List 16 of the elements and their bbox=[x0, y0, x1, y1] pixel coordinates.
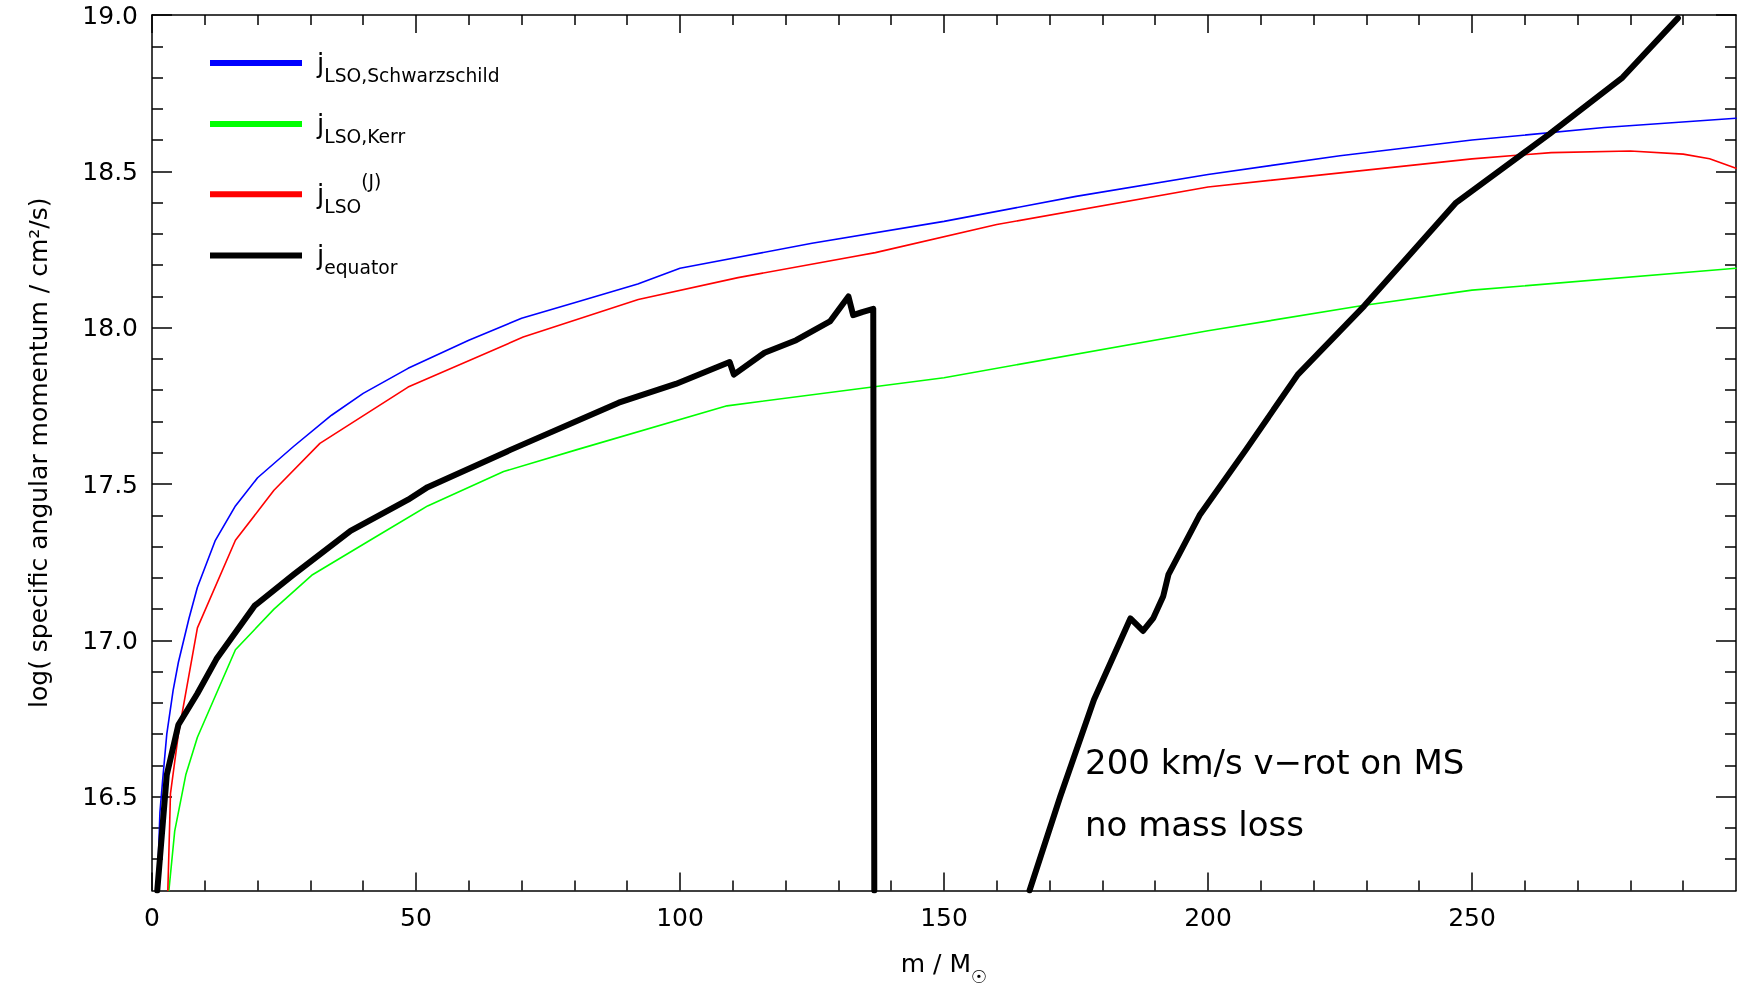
y-axis-title: log( specific angular momentum / cm²/s) bbox=[24, 197, 54, 708]
x-tick-label: 50 bbox=[400, 902, 432, 932]
y-tick-label: 18.5 bbox=[82, 156, 138, 186]
x-tick-label: 150 bbox=[920, 902, 968, 932]
y-tick-label: 18.0 bbox=[82, 313, 138, 343]
x-axis-title: m / M☉ bbox=[900, 949, 988, 987]
x-tick-label: 200 bbox=[1184, 902, 1232, 932]
y-tick-label: 16.5 bbox=[82, 782, 138, 812]
x-tick-label: 100 bbox=[656, 902, 704, 932]
y-tick-label: 17.0 bbox=[82, 625, 138, 655]
y-tick-label: 17.5 bbox=[82, 469, 138, 499]
annotation: 200 km/s v−rot on MS bbox=[1085, 742, 1465, 782]
x-tick-label: 250 bbox=[1448, 902, 1496, 932]
annotation: no mass loss bbox=[1085, 804, 1305, 844]
y-tick-label: 19.0 bbox=[82, 0, 138, 30]
x-tick-label: 0 bbox=[144, 902, 160, 932]
